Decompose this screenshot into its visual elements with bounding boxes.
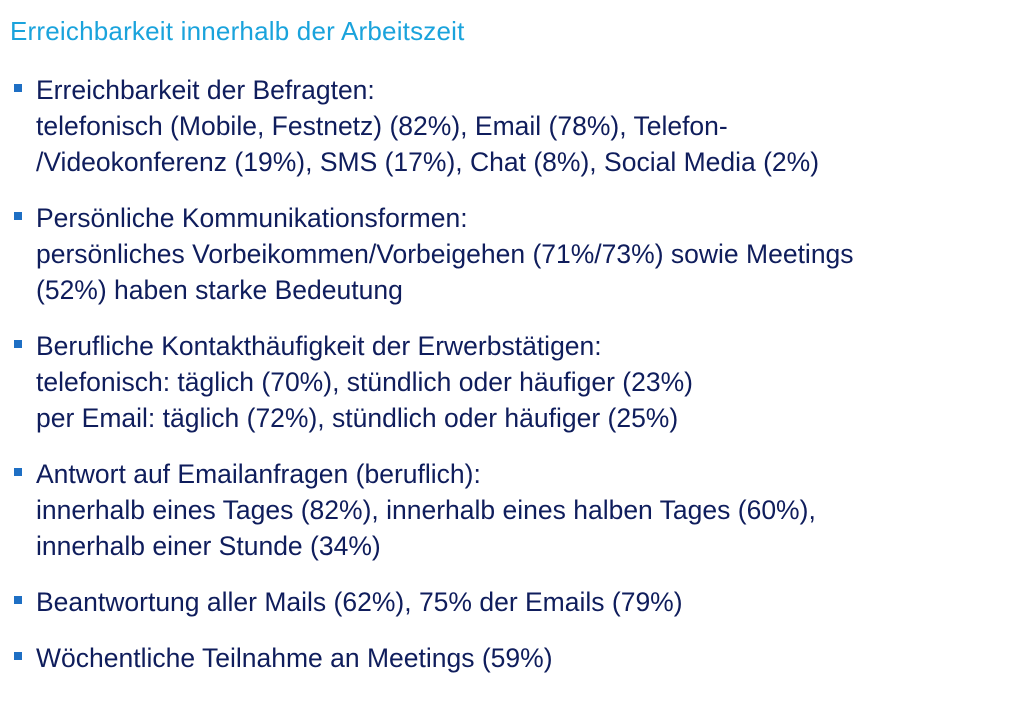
bullet-text: Wöchentliche Teilnahme an Meetings (59%) xyxy=(36,643,553,673)
square-bullet-icon xyxy=(14,212,22,220)
bullet-heading: Berufliche Kontakthäufigkeit der Erwerbs… xyxy=(36,331,602,361)
bullet-heading: Erreichbarkeit der Befragten: xyxy=(36,75,375,105)
bullet-text: persönliches Vorbeikommen/Vorbeigehen (7… xyxy=(36,239,854,269)
bullet-item-email-response: Antwort auf Emailanfragen (beruflich): i… xyxy=(12,456,1002,564)
bullet-heading: Persönliche Kommunikationsformen: xyxy=(36,203,468,233)
bullet-item-contact-frequency: Berufliche Kontakthäufigkeit der Erwerbs… xyxy=(12,328,1002,436)
bullet-text: (52%) haben starke Bedeutung xyxy=(36,275,403,305)
square-bullet-icon xyxy=(14,596,22,604)
slide-title: Erreichbarkeit innerhalb der Arbeitszeit xyxy=(10,16,465,46)
bullet-item-meetings: Wöchentliche Teilnahme an Meetings (59%) xyxy=(12,640,1002,676)
bullet-text: per Email: täglich (72%), stündlich oder… xyxy=(36,403,679,433)
bullet-text: Beantwortung aller Mails (62%), 75% der … xyxy=(36,587,683,617)
bullet-text: innerhalb einer Stunde (34%) xyxy=(36,531,381,561)
bullet-text: /Videokonferenz (19%), SMS (17%), Chat (… xyxy=(36,147,820,177)
bullet-text: innerhalb eines Tages (82%), innerhalb e… xyxy=(36,495,816,525)
bullet-item-reachability: Erreichbarkeit der Befragten: telefonisc… xyxy=(12,72,1002,180)
square-bullet-icon xyxy=(14,652,22,660)
bullet-text: telefonisch: täglich (70%), stündlich od… xyxy=(36,367,693,397)
bullet-item-mail-answering: Beantwortung aller Mails (62%), 75% der … xyxy=(12,584,1002,620)
square-bullet-icon xyxy=(14,468,22,476)
bullet-text: telefonisch (Mobile, Festnetz) (82%), Em… xyxy=(36,111,728,141)
bullet-heading: Antwort auf Emailanfragen (beruflich): xyxy=(36,459,481,489)
bullet-item-personal-communication: Persönliche Kommunikationsformen: persön… xyxy=(12,200,1002,308)
bullet-list: Erreichbarkeit der Befragten: telefonisc… xyxy=(12,72,1002,696)
square-bullet-icon xyxy=(14,84,22,92)
square-bullet-icon xyxy=(14,340,22,348)
